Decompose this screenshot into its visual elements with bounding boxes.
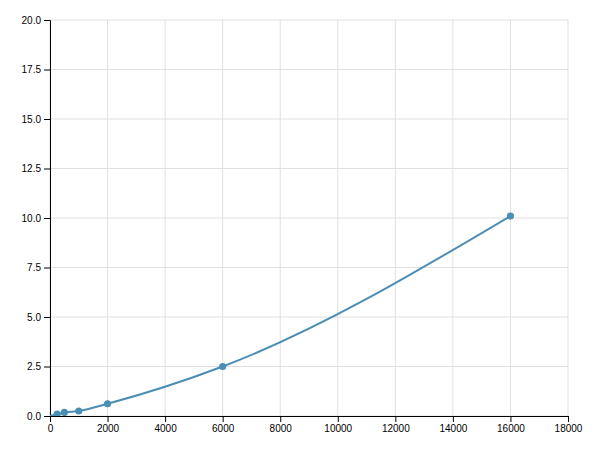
grid-line-y [50,20,568,21]
grid-line-y [50,218,568,219]
x-tick-mark [568,416,569,422]
y-tick: 15.0 [22,114,50,125]
x-tick-label: 12000 [382,423,410,434]
y-tick-mark [44,20,50,21]
x-tick-mark [223,416,224,422]
x-tick: 18000 [555,416,583,434]
x-tick: 2000 [97,416,120,434]
x-axis: 0 2000 4000 6000 8000 10000 12000 14000 16000 180… [48,416,583,434]
y-tick-mark [44,268,50,269]
y-tick-label: 17.5 [22,64,42,75]
y-tick-label: 2.5 [27,361,41,372]
grid-line-y [50,317,568,318]
grid-line-y [50,366,568,367]
x-tick-mark [395,416,396,422]
x-tick-label: 18000 [555,423,583,434]
x-tick-mark [280,416,281,422]
y-axis: 0.0 2.5 5.0 7.5 10.0 12.5 15.0 17.5 20.0 [22,15,51,422]
x-tick-label: 6000 [212,423,235,434]
y-tick-mark [44,169,50,170]
marks [50,212,514,416]
x-tick-mark [510,416,511,422]
y-tick-mark [44,416,50,417]
point [507,212,514,219]
y-tick: 2.5 [27,361,50,372]
point [75,407,82,414]
grid [50,20,568,416]
x-axis-line [51,417,569,423]
y-tick-label: 7.5 [27,262,41,273]
point [54,410,61,416]
x-tick: 8000 [270,416,293,434]
y-tick: 20.0 [22,15,50,26]
x-tick-label: 0 [48,423,54,434]
x-tick: 16000 [497,416,525,434]
y-tick: 10.0 [22,213,50,224]
y-tick: 7.5 [27,262,50,273]
y-tick-mark [44,119,50,120]
y-tick-label: 0.0 [27,411,41,422]
grid-line-y [50,168,568,169]
y-tick-label: 12.5 [22,163,42,174]
y-tick-label: 10.0 [22,213,42,224]
y-tick: 5.0 [27,312,50,323]
y-tick-label: 5.0 [27,312,41,323]
x-tick-mark [108,416,109,422]
point [219,363,226,370]
y-tick-label: 20.0 [22,15,42,26]
x-tick-label: 8000 [270,423,293,434]
x-tick-mark [338,416,339,422]
x-tick-label: 14000 [439,423,467,434]
x-tick: 10000 [324,416,352,434]
x-tick-label: 4000 [154,423,177,434]
grid-line-y [50,267,568,268]
y-tick: 0.0 [27,411,50,422]
y-tick: 12.5 [22,163,50,174]
x-tick: 6000 [212,416,235,434]
y-tick-mark [44,70,50,71]
x-tick-mark [453,416,454,422]
x-tick-label: 16000 [497,423,525,434]
x-tick: 4000 [154,416,177,434]
plot: 0 2000 4000 6000 8000 10000 12000 14000 16000 180… [22,15,583,434]
point [61,409,68,416]
y-axis-line [44,21,51,417]
x-tick-mark [165,416,166,422]
y-tick-mark [44,367,50,368]
point [104,400,111,407]
x-tick: 12000 [382,416,410,434]
y-tick-mark [44,317,50,318]
y-tick-mark [44,218,50,219]
x-tick: 14000 [439,416,467,434]
grid-line-y [50,69,568,70]
grid-line-y [50,119,568,120]
chart: 0 2000 4000 6000 8000 10000 12000 14000 16000 180… [0,0,600,450]
x-tick-label: 2000 [97,423,120,434]
line [50,216,510,416]
y-tick: 17.5 [22,64,50,75]
x-tick-label: 10000 [324,423,352,434]
x-tick: 0 [48,416,54,434]
y-tick-label: 15.0 [22,114,42,125]
